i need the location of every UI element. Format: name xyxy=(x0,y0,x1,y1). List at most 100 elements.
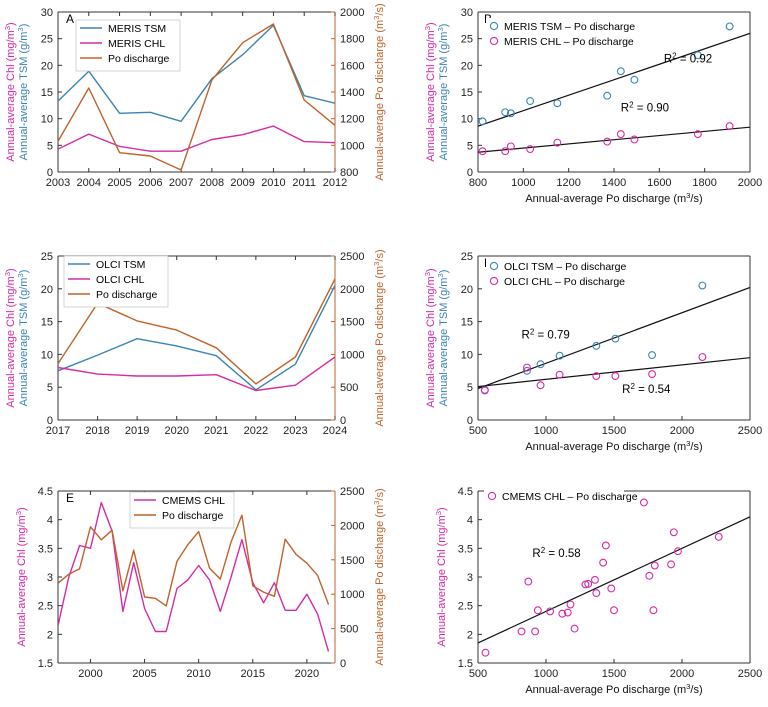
y-tick-label: 15 xyxy=(461,317,473,329)
plot-area xyxy=(58,23,335,171)
panel-B: B800100012001400160018002000051015202530… xyxy=(423,7,763,205)
y-tick-label: 2.5 xyxy=(38,601,53,613)
x-tick-label: 2018 xyxy=(85,425,109,437)
series-line xyxy=(58,501,330,652)
fit-line xyxy=(478,32,750,127)
y-axis-label-chl: Annual-average Chl (mg/m3) xyxy=(423,268,438,407)
legend-label: OLCI TSM – Po discharge xyxy=(504,261,627,273)
panel-label: E xyxy=(66,491,74,505)
y-tick-label: 1.5 xyxy=(458,658,473,670)
legend-box xyxy=(486,18,646,54)
legend-box xyxy=(129,491,235,529)
y-tick-label: 20 xyxy=(41,60,53,72)
y-axis-label-tsm: Annual-average TSM (g/m3) xyxy=(436,24,451,161)
x-tick-label: 1200 xyxy=(556,177,580,189)
series-line xyxy=(58,125,335,152)
x-tick-label: 1500 xyxy=(602,668,626,680)
x-tick-label: 2010 xyxy=(261,177,285,189)
data-point xyxy=(501,108,510,117)
data-point xyxy=(480,386,489,395)
fit-line xyxy=(478,126,750,153)
y-tick-label: 1.5 xyxy=(38,658,53,670)
data-point xyxy=(599,558,608,567)
data-point xyxy=(591,575,599,584)
data-point xyxy=(546,607,555,616)
x-tick-label: 1000 xyxy=(511,177,535,189)
data-point xyxy=(570,624,579,633)
data-point xyxy=(481,648,490,657)
y-tick-label: 10 xyxy=(461,114,473,126)
legend-marker xyxy=(489,276,499,286)
y2-tick-label: 800 xyxy=(340,167,358,179)
data-point xyxy=(592,589,601,598)
series-line xyxy=(58,285,335,391)
x-tick-label: 800 xyxy=(469,177,487,189)
legend-label: OLCI TSM xyxy=(96,259,145,271)
legend-label: MERIS TSM xyxy=(108,23,166,35)
data-point xyxy=(603,91,612,100)
legend-label: MERIS TSM – Po discharge xyxy=(504,21,635,33)
legend: CMEMS CHL Po discharge xyxy=(129,491,235,529)
fit-line xyxy=(478,357,750,388)
y-tick-label: 4.5 xyxy=(458,486,473,498)
plot-area xyxy=(58,501,330,652)
y-tick-label: 5 xyxy=(467,382,473,394)
y2-tick-label: 0 xyxy=(340,658,346,670)
x-tick-label: 2017 xyxy=(46,425,70,437)
y-tick-label: 2.5 xyxy=(458,601,473,613)
y-tick-label: 2 xyxy=(47,629,53,641)
y-tick-label: 30 xyxy=(461,7,473,19)
y2-tick-label: 2000 xyxy=(340,7,364,19)
panel-D: D50010001500200025000510152025Annual-ave… xyxy=(423,251,763,453)
x-tick-label: 2008 xyxy=(200,177,224,189)
data-point xyxy=(536,381,545,390)
data-point xyxy=(611,334,620,343)
y-tick-label: 10 xyxy=(41,114,53,126)
y-tick-label: 5 xyxy=(467,140,473,152)
x-tick-label: 500 xyxy=(469,668,487,680)
r2-annotation: R2 = 0.58 xyxy=(532,545,580,560)
y-tick-label: 25 xyxy=(41,34,53,46)
x-axis-label: Annual-average Po discharge (m3/s) xyxy=(525,191,702,206)
x-tick-label: 2023 xyxy=(283,425,307,437)
y2-tick-label: 1000 xyxy=(340,349,364,361)
fit-line xyxy=(478,516,750,644)
data-point xyxy=(607,584,616,593)
series-line xyxy=(58,23,335,171)
x-tick-label: 2003 xyxy=(46,177,70,189)
legend: CMEMS CHL – Po discharge xyxy=(484,488,638,509)
plot-area xyxy=(478,22,750,156)
x-tick-label: 2500 xyxy=(738,425,762,437)
data-point xyxy=(478,117,487,126)
data-point xyxy=(610,606,618,615)
data-point xyxy=(603,137,612,146)
data-point xyxy=(523,363,531,372)
x-tick-label: 2004 xyxy=(77,177,101,189)
data-point xyxy=(584,579,593,588)
data-point xyxy=(698,353,707,361)
data-point xyxy=(517,627,526,636)
data-point xyxy=(523,366,531,375)
y2-tick-label: 2000 xyxy=(340,284,364,296)
y-axis-label-chl: Annual-average Chl (mg/m3) xyxy=(3,268,18,407)
x-tick-label: 500 xyxy=(469,425,487,437)
y2-tick-label: 1500 xyxy=(340,555,364,567)
y-tick-label: 4 xyxy=(47,515,53,527)
y-tick-label: 3 xyxy=(467,572,473,584)
x-tick-label: 2000 xyxy=(78,668,102,680)
x-tick-label: 2020 xyxy=(295,668,319,680)
x-tick-label: 2010 xyxy=(186,668,210,680)
data-point xyxy=(616,67,625,76)
data-point xyxy=(553,99,562,108)
series-line xyxy=(58,356,335,392)
y-tick-label: 4.5 xyxy=(38,486,53,498)
y2-tick-label: 500 xyxy=(340,382,358,394)
plot-area xyxy=(478,498,750,657)
data-point xyxy=(630,135,639,144)
y2-tick-label: 2000 xyxy=(340,520,364,532)
data-point xyxy=(558,609,567,618)
y-tick-label: 0 xyxy=(467,167,473,179)
y2-tick-label: 1400 xyxy=(340,87,364,99)
legend: OLCI TSM – Po discharge OLCI CHL – Po dis… xyxy=(486,258,644,294)
